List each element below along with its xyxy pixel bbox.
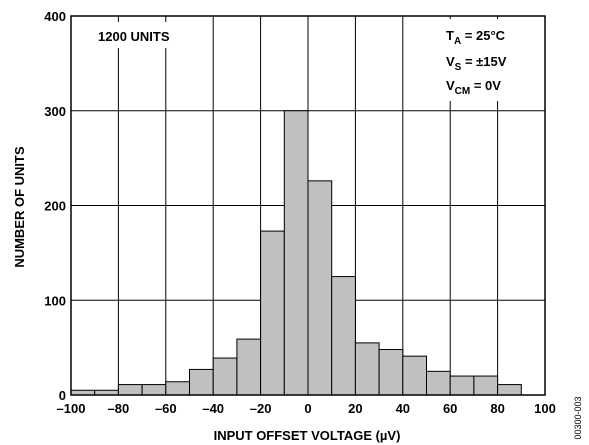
histogram-bar: [260, 230, 285, 396]
y-tick-labels: 0 100 200 300 400: [44, 9, 66, 403]
y-tick-label: 200: [44, 199, 66, 214]
x-axis-label: INPUT OFFSET VOLTAGE (µV): [214, 428, 401, 443]
histogram-bar: [331, 276, 356, 396]
x-tick-label: 20: [348, 401, 362, 416]
count-annotation-box: [93, 22, 203, 48]
histogram-bars: [70, 110, 522, 396]
figure-id: 00300-003: [573, 396, 583, 439]
histogram-bar: [165, 381, 191, 396]
plot-frame: [70, 15, 546, 396]
condition-line: VCM = 0V: [446, 78, 501, 97]
x-tick-labels: –100 –80 –60 –40 –20 0 20 40 60 80 100: [57, 401, 556, 416]
histogram-bar: [307, 180, 333, 396]
histogram-bar: [189, 368, 214, 396]
x-tick-label: 60: [443, 401, 457, 416]
conditions-annotation: TA = 25°C VS = ±15V VCM = 0V: [446, 28, 507, 97]
y-tick-label: 400: [44, 9, 66, 24]
y-tick-label: 100: [44, 293, 66, 308]
x-tick-label: –100: [57, 401, 86, 416]
conditions-box: [439, 19, 544, 101]
histogram-bar: [354, 342, 380, 396]
histogram-bar: [141, 384, 167, 396]
histogram-bar: [117, 384, 143, 396]
x-tick-label: –80: [108, 401, 130, 416]
y-tick-label: 300: [44, 104, 66, 119]
histogram-bar: [473, 375, 499, 396]
condition-line: TA = 25°C: [446, 28, 506, 47]
y-axis-label: NUMBER OF UNITS: [12, 146, 27, 268]
histogram-bar: [378, 349, 404, 396]
count-annotation: 1200 UNITS: [98, 29, 170, 44]
x-tick-label: –60: [155, 401, 177, 416]
x-tick-label: 40: [396, 401, 410, 416]
x-tick-label: –40: [202, 401, 224, 416]
x-tick-label: 80: [490, 401, 504, 416]
histogram-bar: [426, 370, 451, 396]
x-tick-label: 0: [304, 401, 311, 416]
histogram-bar: [212, 357, 238, 396]
histogram-bar: [449, 375, 475, 396]
histogram-bar: [236, 338, 262, 396]
histogram-bar: [402, 355, 427, 396]
histogram-bar: [283, 110, 309, 396]
condition-line: VS = ±15V: [446, 54, 507, 73]
y-tick-label: 0: [59, 388, 66, 403]
histogram-bar: [497, 384, 522, 396]
x-tick-label: –20: [250, 401, 272, 416]
x-tick-label: 100: [534, 401, 556, 416]
